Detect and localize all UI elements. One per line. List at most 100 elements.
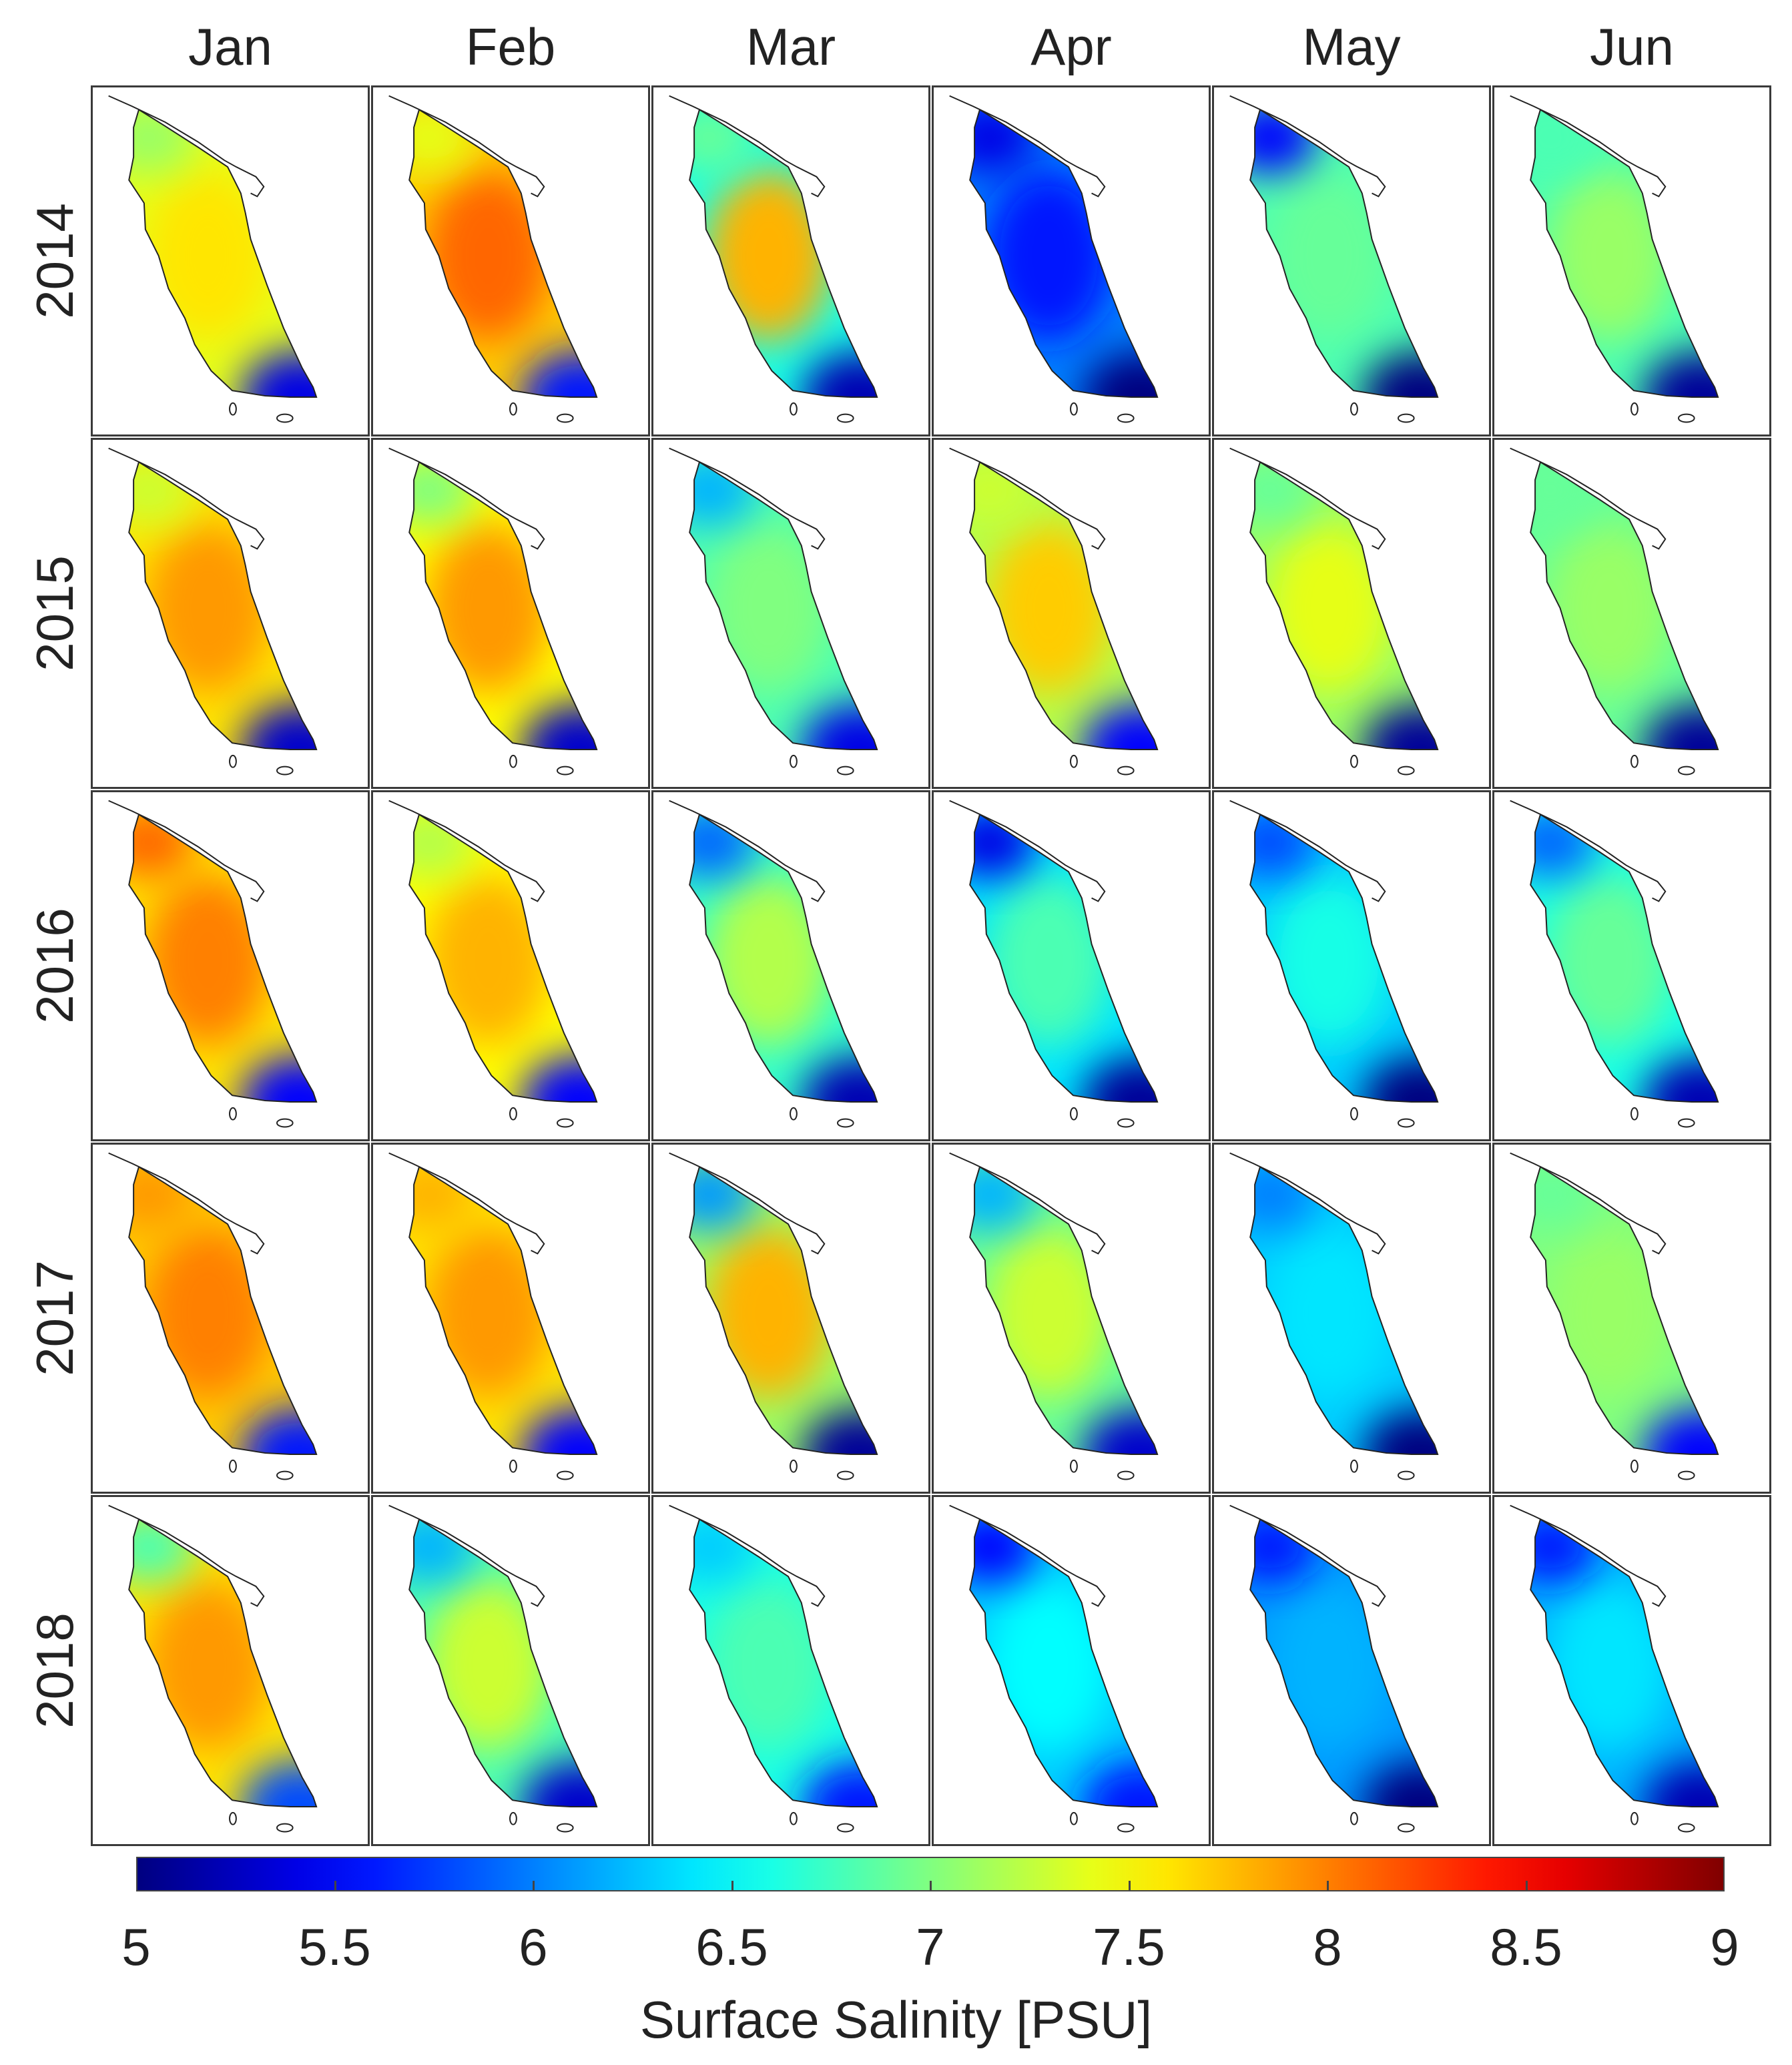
island-outline bbox=[556, 1823, 574, 1833]
map-panel-2015-mar bbox=[651, 438, 930, 789]
island-outline bbox=[1397, 1118, 1415, 1128]
map-panel-2017-jan bbox=[91, 1143, 370, 1494]
salinity-center-blob bbox=[705, 522, 832, 694]
salinity-center-blob bbox=[986, 1579, 1112, 1751]
salinity-south-blob bbox=[1081, 1408, 1158, 1455]
colorbar-tick-label: 5 bbox=[121, 1917, 151, 1976]
salinity-south-blob bbox=[1362, 351, 1438, 398]
salinity-south-blob bbox=[240, 1408, 317, 1455]
salinity-south-blob bbox=[1642, 1761, 1719, 1807]
island-outline bbox=[1117, 1470, 1135, 1480]
island-outline bbox=[1630, 754, 1638, 768]
salinity-map bbox=[1229, 800, 1439, 1128]
lake-outline bbox=[689, 813, 878, 1103]
map-panel-2015-feb bbox=[371, 438, 650, 789]
salinity-center-blob bbox=[1546, 1579, 1673, 1751]
colorbar-tick-label: 6.5 bbox=[695, 1917, 768, 1976]
salinity-map bbox=[1510, 1152, 1719, 1480]
island-outline bbox=[790, 1811, 798, 1825]
salinity-north-blob bbox=[129, 109, 195, 174]
colorbar-tick bbox=[731, 1881, 733, 1891]
salinity-north-blob bbox=[409, 1519, 475, 1583]
island-outline bbox=[556, 766, 574, 776]
salinity-north-blob bbox=[689, 1519, 756, 1583]
salinity-south-blob bbox=[1642, 351, 1719, 398]
island-outline bbox=[1677, 1118, 1695, 1128]
coastline-spit bbox=[669, 1504, 826, 1607]
lake-outline bbox=[1249, 108, 1439, 398]
salinity-north-blob bbox=[1250, 814, 1316, 878]
salinity-north-blob bbox=[409, 109, 475, 174]
lake-outline bbox=[408, 108, 598, 398]
lake-outline bbox=[689, 461, 878, 751]
lake-outline bbox=[969, 813, 1159, 1103]
salinity-map bbox=[108, 1152, 318, 1480]
island-outline bbox=[1350, 1459, 1358, 1473]
salinity-center-blob bbox=[145, 170, 271, 342]
salinity-south-blob bbox=[801, 1761, 878, 1807]
island-outline bbox=[1397, 1823, 1415, 1833]
salinity-south-blob bbox=[801, 1408, 878, 1455]
colorbar-tick-label: 5.5 bbox=[298, 1917, 371, 1976]
colorbar-label: Surface Salinity [PSU] bbox=[639, 1990, 1153, 2049]
coastline-spit bbox=[108, 800, 265, 902]
colorbar-tick-label: 6 bbox=[519, 1917, 548, 1976]
salinity-center-blob bbox=[1546, 170, 1673, 342]
salinity-north-blob bbox=[1530, 1519, 1596, 1583]
map-panel-2016-feb bbox=[371, 790, 650, 1141]
map-panel-2014-jun bbox=[1492, 85, 1771, 436]
colorbar-tick-label: 7 bbox=[916, 1917, 945, 1976]
lake-outline bbox=[128, 813, 318, 1103]
island-outline bbox=[556, 1118, 574, 1128]
salinity-north-blob bbox=[1530, 109, 1596, 174]
month-label-jun: Jun bbox=[1590, 17, 1674, 76]
month-label-jan: Jan bbox=[188, 17, 272, 76]
colorbar-tick bbox=[1128, 1881, 1131, 1891]
salinity-south-blob bbox=[1362, 703, 1438, 750]
year-label-2018: 2018 bbox=[25, 1612, 84, 1729]
island-outline bbox=[509, 754, 517, 768]
salinity-map bbox=[108, 447, 318, 776]
lake-outline bbox=[128, 1165, 318, 1456]
salinity-map bbox=[669, 1504, 878, 1833]
salinity-north-blob bbox=[1250, 1519, 1316, 1583]
month-label-apr: Apr bbox=[1030, 17, 1112, 76]
salinity-map bbox=[388, 800, 598, 1128]
lake-outline bbox=[1249, 813, 1439, 1103]
salinity-center-blob bbox=[425, 1227, 551, 1399]
year-label-2016: 2016 bbox=[25, 908, 84, 1024]
salinity-map bbox=[108, 1504, 318, 1833]
coastline-spit bbox=[1229, 800, 1386, 902]
salinity-south-blob bbox=[521, 1056, 597, 1103]
salinity-center-blob bbox=[145, 522, 271, 694]
lake-outline bbox=[969, 108, 1159, 398]
salinity-north-blob bbox=[129, 1519, 195, 1583]
island-outline bbox=[276, 1118, 294, 1128]
coastline-spit bbox=[1510, 1152, 1667, 1255]
island-outline bbox=[1630, 1811, 1638, 1825]
map-panel-2017-feb bbox=[371, 1143, 650, 1494]
salinity-north-blob bbox=[1250, 109, 1316, 174]
salinity-center-blob bbox=[145, 1579, 271, 1751]
year-label-2014: 2014 bbox=[25, 203, 84, 319]
island-outline bbox=[1677, 766, 1695, 776]
salinity-center-blob bbox=[1266, 1579, 1392, 1751]
coastline-spit bbox=[949, 1504, 1106, 1607]
island-outline bbox=[1630, 1107, 1638, 1121]
salinity-north-blob bbox=[1250, 462, 1316, 526]
lake-outline bbox=[1249, 1165, 1439, 1456]
coastline-spit bbox=[388, 1504, 545, 1607]
coastline-spit bbox=[1229, 1152, 1386, 1255]
lake-outline bbox=[408, 461, 598, 751]
island-outline bbox=[1630, 1459, 1638, 1473]
coastline-spit bbox=[949, 800, 1106, 902]
salinity-south-blob bbox=[240, 703, 317, 750]
salinity-south-blob bbox=[1081, 1761, 1158, 1807]
island-outline bbox=[836, 1118, 854, 1128]
lake-outline bbox=[1530, 1165, 1719, 1456]
island-outline bbox=[229, 1459, 237, 1473]
salinity-south-blob bbox=[1081, 1056, 1158, 1103]
salinity-map bbox=[669, 1152, 878, 1480]
island-outline bbox=[1117, 1118, 1135, 1128]
salinity-center-blob bbox=[1546, 874, 1673, 1047]
